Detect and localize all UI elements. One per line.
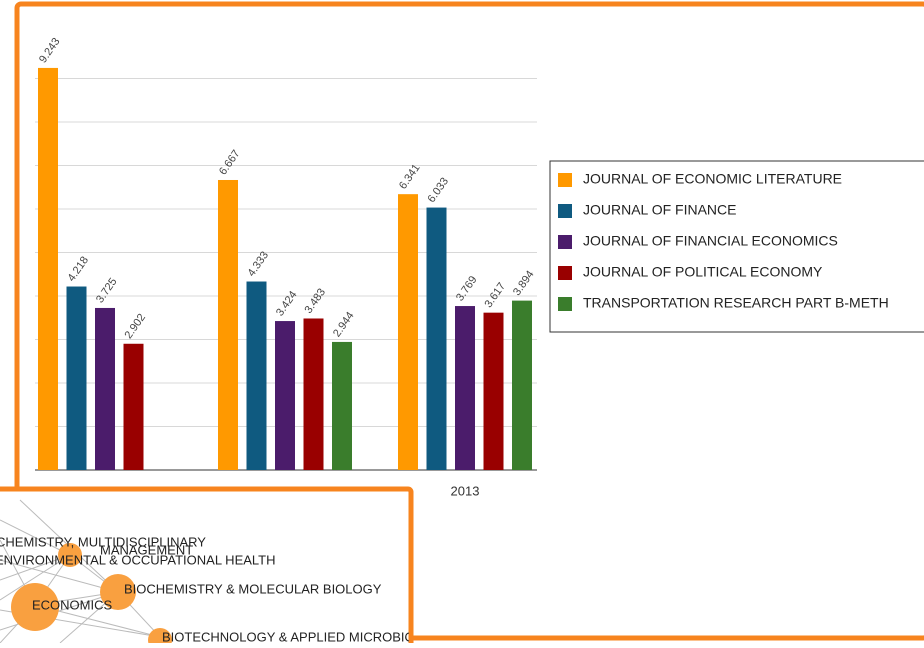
node xyxy=(100,574,136,610)
legend-label: JOURNAL OF ECONOMIC LITERATURE xyxy=(583,171,842,187)
panel-frame xyxy=(0,486,414,648)
bar xyxy=(483,312,504,470)
node-label: ECONOMICS xyxy=(32,597,113,612)
legend-label: JOURNAL OF FINANCIAL ECONOMICS xyxy=(583,233,838,249)
bar xyxy=(38,67,58,470)
bar xyxy=(123,343,144,470)
node xyxy=(148,628,172,643)
legend-box xyxy=(549,160,924,333)
network-panel: CHEMISTRY, MULTIDISCIPLINARY MANAGEMENT … xyxy=(0,486,451,648)
legend-label: TRANSPORTATION RESEARCH PART B-METH xyxy=(583,295,889,311)
bar xyxy=(303,318,324,470)
legend-swatch xyxy=(558,297,572,311)
bar xyxy=(332,341,352,470)
node xyxy=(58,543,82,567)
legend-label: JOURNAL OF FINANCE xyxy=(583,202,737,218)
node xyxy=(11,583,59,631)
node-label: MANAGEMENT xyxy=(100,542,193,557)
node-label: ENVIRONMENTAL & OCCUPATIONAL HEALTH xyxy=(0,552,276,567)
legend-swatch xyxy=(558,266,572,280)
bar xyxy=(512,300,532,470)
bar xyxy=(426,207,447,470)
legend-swatch xyxy=(558,173,572,187)
bar xyxy=(246,281,267,470)
legend-swatch xyxy=(558,204,572,218)
x-tick-label: 2013 xyxy=(451,483,480,498)
bar xyxy=(398,194,418,470)
legend-swatch xyxy=(558,235,572,249)
legend-label: JOURNAL OF POLITICAL ECONOMY xyxy=(583,264,823,280)
bar xyxy=(275,321,295,470)
bar xyxy=(218,179,238,470)
bar xyxy=(455,306,475,470)
bar xyxy=(95,307,115,470)
network: CHEMISTRY, MULTIDISCIPLINARY MANAGEMENT … xyxy=(0,499,451,643)
bar xyxy=(66,286,87,470)
node-label: BIOCHEMISTRY & MOLECULAR BIOLOGY xyxy=(124,581,382,596)
node-label: CHEMISTRY, MULTIDISCIPLINARY xyxy=(0,534,206,549)
node-label: BIOTECHNOLOGY & APPLIED MICROBIOLOGY xyxy=(162,629,451,643)
